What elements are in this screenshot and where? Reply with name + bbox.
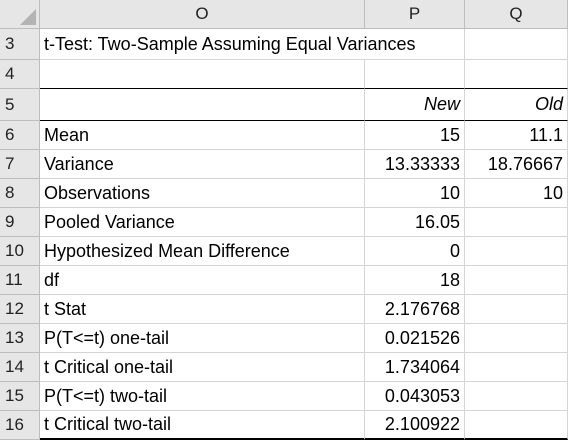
value-old-cell[interactable]	[465, 324, 568, 353]
value-new-cell[interactable]: 2.176768	[365, 295, 465, 324]
value-old-cell[interactable]	[465, 353, 568, 382]
value-old-cell[interactable]	[465, 237, 568, 266]
row-header[interactable]: 13	[0, 324, 40, 353]
select-all-corner[interactable]	[0, 0, 40, 29]
value-old-cell[interactable]: 11.1	[465, 121, 568, 150]
series-header-new[interactable]: New	[365, 89, 465, 121]
value-new-cell[interactable]: 18	[365, 266, 465, 295]
value-old-cell[interactable]: 18.76667	[465, 150, 568, 179]
row-header[interactable]: 7	[0, 150, 40, 179]
stat-label-cell[interactable]: Mean	[40, 121, 365, 150]
cell[interactable]	[465, 60, 568, 89]
row-header[interactable]: 11	[0, 266, 40, 295]
stat-label-cell[interactable]: df	[40, 266, 365, 295]
value-new-cell[interactable]: 13.33333	[365, 150, 465, 179]
select-all-triangle-icon	[20, 9, 36, 25]
value-old-cell[interactable]	[465, 266, 568, 295]
row-header[interactable]: 15	[0, 382, 40, 411]
row-header[interactable]: 12	[0, 295, 40, 324]
value-old-cell[interactable]	[465, 382, 568, 411]
stat-label-cell[interactable]: t Critical two-tail	[40, 411, 365, 440]
row-header[interactable]: 10	[0, 237, 40, 266]
row-header[interactable]: 6	[0, 121, 40, 150]
value-new-cell[interactable]: 16.05	[365, 208, 465, 237]
series-header-old[interactable]: Old	[465, 89, 568, 121]
column-header-o[interactable]: O	[40, 0, 365, 29]
value-new-cell[interactable]: 2.100922	[365, 411, 465, 440]
row-header[interactable]: 16	[0, 411, 40, 440]
value-new-cell[interactable]: 0.021526	[365, 324, 465, 353]
title-cell[interactable]: t-Test: Two-Sample Assuming Equal Varian…	[40, 29, 416, 60]
value-new-cell[interactable]: 15	[365, 121, 465, 150]
value-new-cell[interactable]: 0	[365, 237, 465, 266]
cell[interactable]	[465, 29, 568, 60]
column-header-q[interactable]: Q	[465, 0, 568, 29]
column-header-p[interactable]: P	[365, 0, 465, 29]
stat-label-cell[interactable]: Hypothesized Mean Difference	[40, 237, 365, 266]
value-old-cell[interactable]	[465, 411, 568, 440]
value-old-cell[interactable]: 10	[465, 179, 568, 208]
cell[interactable]	[40, 89, 365, 121]
stat-label-cell[interactable]: Observations	[40, 179, 365, 208]
stat-label-cell[interactable]: t Stat	[40, 295, 365, 324]
cell[interactable]	[40, 60, 365, 89]
value-old-cell[interactable]	[465, 295, 568, 324]
value-new-cell[interactable]: 1.734064	[365, 353, 465, 382]
row-header[interactable]: 5	[0, 89, 40, 121]
row-header[interactable]: 14	[0, 353, 40, 382]
row-header[interactable]: 3	[0, 29, 40, 60]
value-old-cell[interactable]	[465, 208, 568, 237]
stat-label-cell[interactable]: Pooled Variance	[40, 208, 365, 237]
stat-label-cell[interactable]: t Critical one-tail	[40, 353, 365, 382]
cell[interactable]	[365, 29, 465, 60]
value-new-cell[interactable]: 0.043053	[365, 382, 465, 411]
cell[interactable]	[365, 60, 465, 89]
row-header[interactable]: 9	[0, 208, 40, 237]
stat-label-cell[interactable]: P(T<=t) one-tail	[40, 324, 365, 353]
row-header[interactable]: 8	[0, 179, 40, 208]
stat-label-cell[interactable]: P(T<=t) two-tail	[40, 382, 365, 411]
stat-label-cell[interactable]: Variance	[40, 150, 365, 179]
row-header[interactable]: 4	[0, 60, 40, 89]
value-new-cell[interactable]: 10	[365, 179, 465, 208]
